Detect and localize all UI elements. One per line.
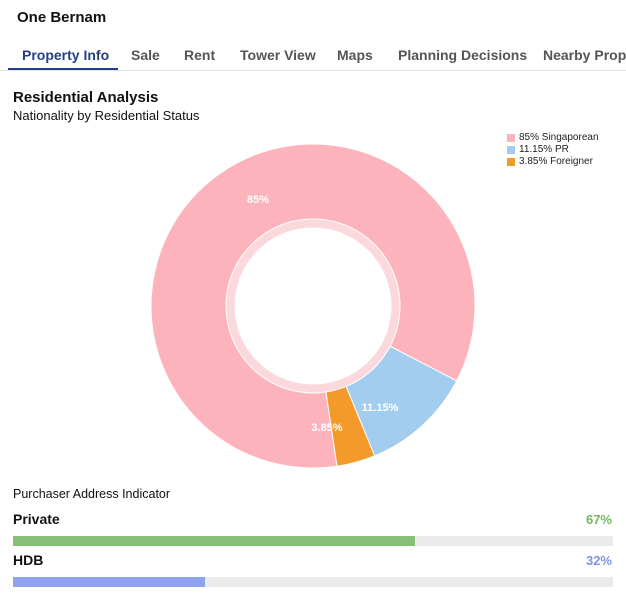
legend-label: 3.85% Foreigner	[519, 156, 593, 167]
donut-slice-singaporean[interactable]	[150, 143, 476, 469]
legend-swatch-foreigner	[507, 158, 515, 166]
hdb-percent: 32%	[585, 553, 612, 568]
private-bar-track	[13, 536, 613, 546]
slice-label-pr: 11.15%	[362, 402, 399, 414]
slice-label-foreigner: 3.85%	[311, 422, 342, 434]
donut-inner-ring	[225, 218, 401, 394]
legend-label: 85% Singaporean	[519, 132, 599, 143]
tab-property-info[interactable]: Property Info	[22, 47, 110, 63]
chart-legend: 85% Singaporean 11.15% PR 3.85% Foreigne…	[507, 132, 599, 168]
chart-subtitle: Nationality by Residential Status	[13, 108, 200, 123]
hdb-bar-fill	[13, 577, 205, 587]
legend-swatch-singaporean	[507, 134, 515, 142]
purchaser-address-label: Purchaser Address Indicator	[13, 487, 171, 501]
tab-tower-view[interactable]: Tower View	[240, 47, 316, 63]
tab-sale[interactable]: Sale	[131, 47, 160, 63]
section-title: Residential Analysis	[13, 89, 159, 106]
tab-bar: Property Info Sale Rent Tower View Maps …	[0, 38, 626, 71]
legend-label: 11.15% PR	[519, 144, 569, 155]
tab-planning-decisions[interactable]: Planning Decisions	[398, 47, 528, 63]
tab-nearby-prop[interactable]: Nearby Prop	[543, 47, 626, 63]
legend-swatch-pr	[507, 146, 515, 154]
private-percent: 67%	[585, 512, 612, 527]
private-bar-fill	[13, 536, 415, 546]
page-title: One Bernam	[17, 9, 107, 26]
hdb-bar-track	[13, 577, 613, 587]
tab-maps[interactable]: Maps	[337, 47, 373, 63]
legend-item-foreigner[interactable]: 3.85% Foreigner	[507, 156, 599, 168]
legend-item-pr[interactable]: 11.15% PR	[507, 144, 599, 156]
slice-label-singaporean: 85%	[247, 194, 269, 206]
tab-rent[interactable]: Rent	[184, 47, 216, 63]
private-label: Private	[13, 511, 60, 527]
hdb-label: HDB	[13, 552, 44, 568]
active-tab-indicator	[8, 68, 118, 70]
legend-item-singaporean[interactable]: 85% Singaporean	[507, 132, 599, 144]
